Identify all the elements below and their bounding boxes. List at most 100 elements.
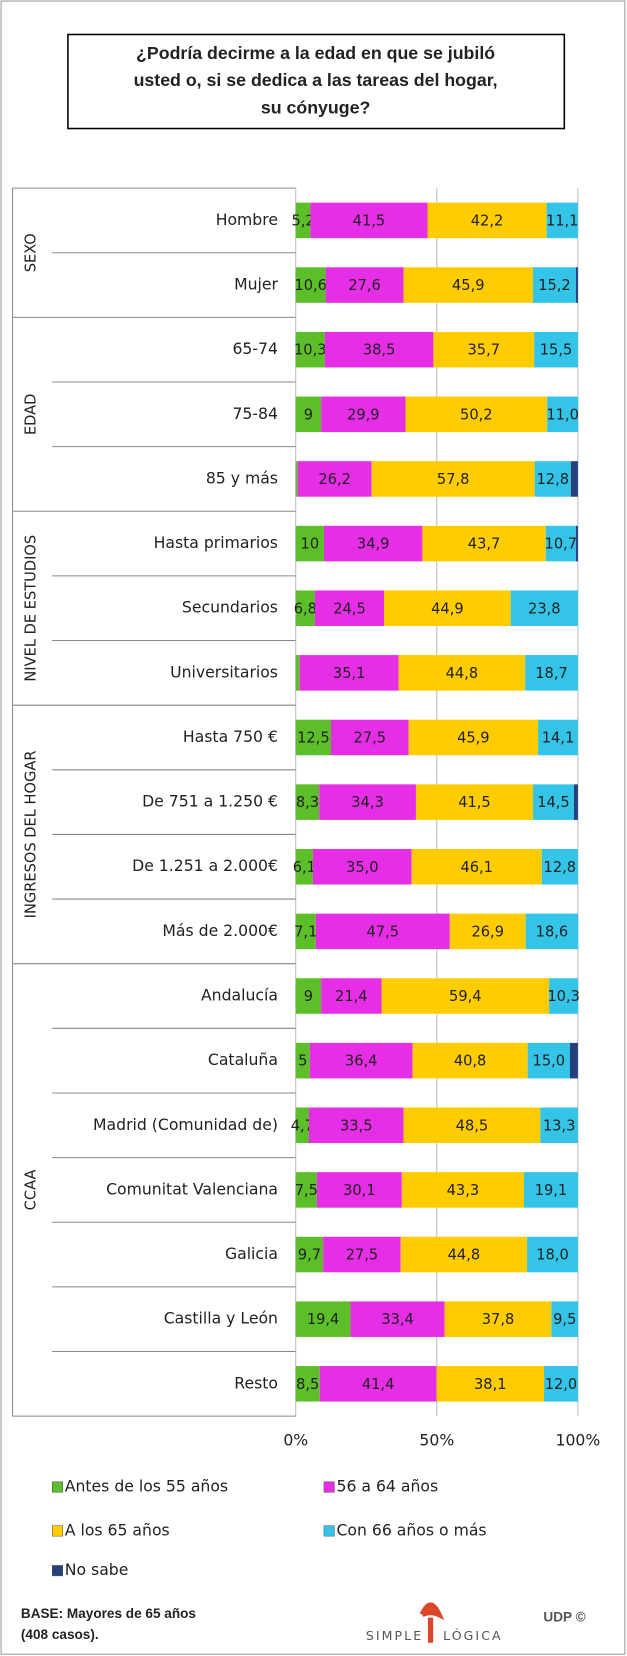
bar-segment [321,396,406,433]
value-label: 7,5 [295,1182,318,1199]
bar-segment [538,719,578,756]
bar-segment [371,461,535,497]
bar-segment [545,525,576,562]
value-label: 12,0 [545,1376,578,1393]
bar-segment [310,202,428,239]
value-label: 6,1 [293,859,316,876]
category-label: Hasta primarios [154,533,278,552]
value-label: 27,6 [348,277,381,294]
value-label: 10,6 [294,277,327,294]
bar-segment [295,655,300,691]
bar-segment [444,1301,552,1337]
value-label: 7,1 [294,923,317,940]
value-label: 18,0 [536,1247,569,1264]
bar-segment [316,1172,402,1208]
value-label: 14,5 [537,794,570,811]
legend-label: A los 65 años [65,1520,170,1539]
legend-swatch [323,1525,335,1537]
bar-segment [575,525,578,562]
x-tick-label: 0% [283,1431,308,1450]
bar-segment [295,784,320,820]
group-label: INGRESOS DEL HOGAR [22,751,39,919]
brand: UDP © [543,1609,585,1624]
value-label: 47,5 [367,923,400,940]
bar-segment [321,978,382,1014]
bar-segment [433,331,535,368]
bar-segment [403,1107,541,1144]
value-label: 8,3 [296,794,319,811]
bar-segment [525,655,578,691]
logo-tree [419,1602,445,1643]
category-label: Mujer [234,275,278,294]
value-label: 12,8 [544,859,577,876]
value-label: 43,3 [447,1182,480,1199]
category-label: Más de 2.000€ [162,921,278,940]
logo-text: SIMPLE [366,1628,423,1643]
bar-segment [575,267,578,303]
legend-swatch [51,1525,63,1537]
bar-segment [533,784,574,820]
legend-swatch [323,1481,335,1493]
value-label: 6,8 [294,600,317,617]
bar-segment [297,461,372,497]
value-label: 42,2 [471,212,504,229]
value-label: 10,3 [547,988,580,1005]
category-label: Madrid (Comunidad de) [93,1115,278,1134]
bar-segment [427,202,547,239]
bar-segment [415,784,534,820]
value-label: 46,1 [460,859,493,876]
bar-segment [312,848,412,885]
value-label: 27,5 [354,730,387,747]
bar-segment [544,1366,578,1402]
bar-segment [295,1236,324,1273]
bar-segment [403,267,534,303]
legend-label: 56 a 64 años [336,1477,438,1496]
value-label: 43,7 [468,536,501,553]
value-label: 26,9 [471,923,504,940]
value-label: 48,5 [456,1117,489,1134]
value-label: 41,5 [458,794,491,811]
value-label: 41,4 [362,1376,395,1393]
bar-segment [309,1042,413,1079]
bar-segment [534,331,578,368]
category-label: Hasta 750 € [183,727,278,746]
bar-segment [411,848,542,885]
category-label: 75-84 [232,404,278,423]
bar-segment [295,1301,351,1337]
bar-segment [295,331,325,368]
legend-swatch [51,1565,63,1577]
value-label: 45,9 [457,730,490,747]
bar-segment [546,202,578,239]
value-label: 33,5 [340,1117,373,1134]
value-label: 30,1 [343,1182,376,1199]
value-label: 57,8 [437,471,470,488]
bar-segment [381,978,550,1014]
value-label: 37,8 [482,1311,515,1328]
logo-text: LÓGICA [443,1628,503,1643]
legend-label: Con 66 años o más [336,1520,486,1539]
value-label: 34,9 [357,536,390,553]
value-label: 15,0 [533,1053,566,1070]
bar-segment [295,1042,310,1079]
title-line: usted o, si se dedica a las tareas del h… [134,70,498,90]
value-label: 38,1 [474,1376,507,1393]
value-label: 18,7 [535,665,568,682]
bar-segment [547,396,579,433]
bar-segment [523,1172,578,1208]
bar-segment [295,461,298,497]
bar-segment [573,784,578,820]
bar-segment [325,267,404,303]
bar-segment [295,267,326,303]
title-line: su cónyuge? [261,97,370,117]
value-label: 35,0 [346,859,379,876]
value-label: 18,6 [536,923,569,940]
bar-segment [398,655,526,691]
value-label: 23,8 [528,600,561,617]
category-label: Universitarios [170,662,278,681]
bar-segment [534,461,571,497]
bar-segment [350,1301,445,1337]
value-label: 44,8 [448,1247,481,1264]
value-label: 50,2 [460,406,493,423]
